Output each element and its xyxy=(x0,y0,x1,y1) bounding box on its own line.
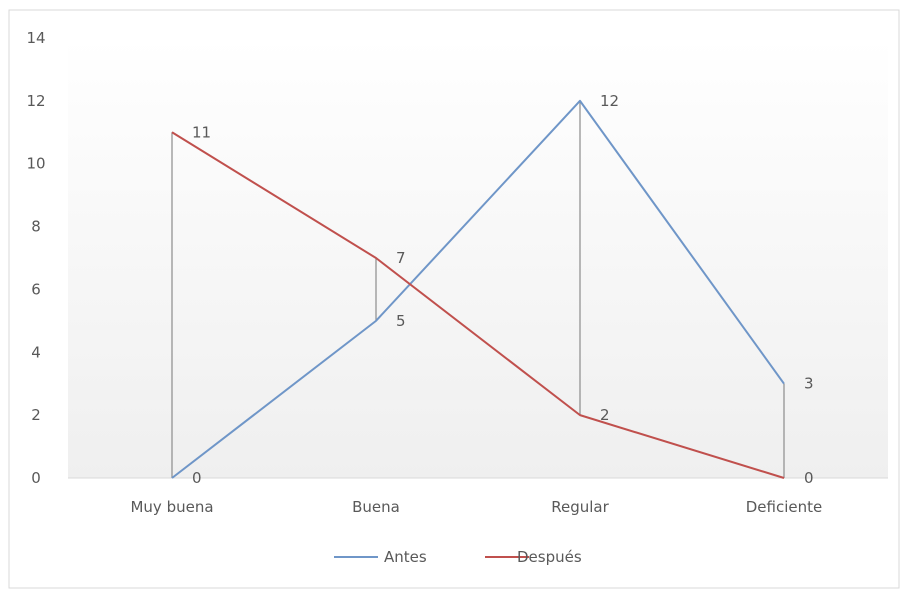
data-label: 12 xyxy=(600,92,619,110)
y-axis: 0 2 4 6 8 10 12 14 xyxy=(26,29,45,487)
data-label: 5 xyxy=(396,312,406,330)
x-tick-label: Muy buena xyxy=(130,498,213,516)
series-lines xyxy=(171,99,785,479)
data-label: 0 xyxy=(804,469,814,487)
y-tick-label: 8 xyxy=(31,218,41,236)
y-tick-label: 2 xyxy=(31,406,41,424)
y-tick-label: 10 xyxy=(26,155,45,173)
legend: Antes Después xyxy=(334,548,582,566)
legend-item-despu-s: Después xyxy=(485,548,582,566)
y-tick-label: 0 xyxy=(31,469,41,487)
chart-border xyxy=(8,9,900,589)
legend-item-antes: Antes xyxy=(334,548,427,566)
data-labels: 11 0 7 5 12 2 3 0 xyxy=(192,92,814,487)
y-tick-label: 14 xyxy=(26,29,45,47)
series-line-despu-s xyxy=(171,131,785,479)
plot-area-background xyxy=(68,38,888,478)
data-label: 7 xyxy=(396,249,406,267)
legend-label: Después xyxy=(517,548,582,566)
data-label: 2 xyxy=(600,406,610,424)
y-tick-label: 4 xyxy=(31,343,41,361)
high-low-lines xyxy=(171,100,785,478)
x-axis: Muy buena Buena Regular Deficiente xyxy=(68,477,888,516)
data-label: 11 xyxy=(192,123,211,141)
x-tick-label: Deficiente xyxy=(746,498,823,516)
series-line-antes xyxy=(171,99,785,479)
data-label: 0 xyxy=(192,469,202,487)
legend-label: Antes xyxy=(384,548,427,566)
data-label: 3 xyxy=(804,375,814,393)
x-tick-label: Regular xyxy=(551,498,609,516)
y-tick-label: 12 xyxy=(26,92,45,110)
x-tick-label: Buena xyxy=(352,498,400,516)
y-tick-label: 6 xyxy=(31,280,41,298)
